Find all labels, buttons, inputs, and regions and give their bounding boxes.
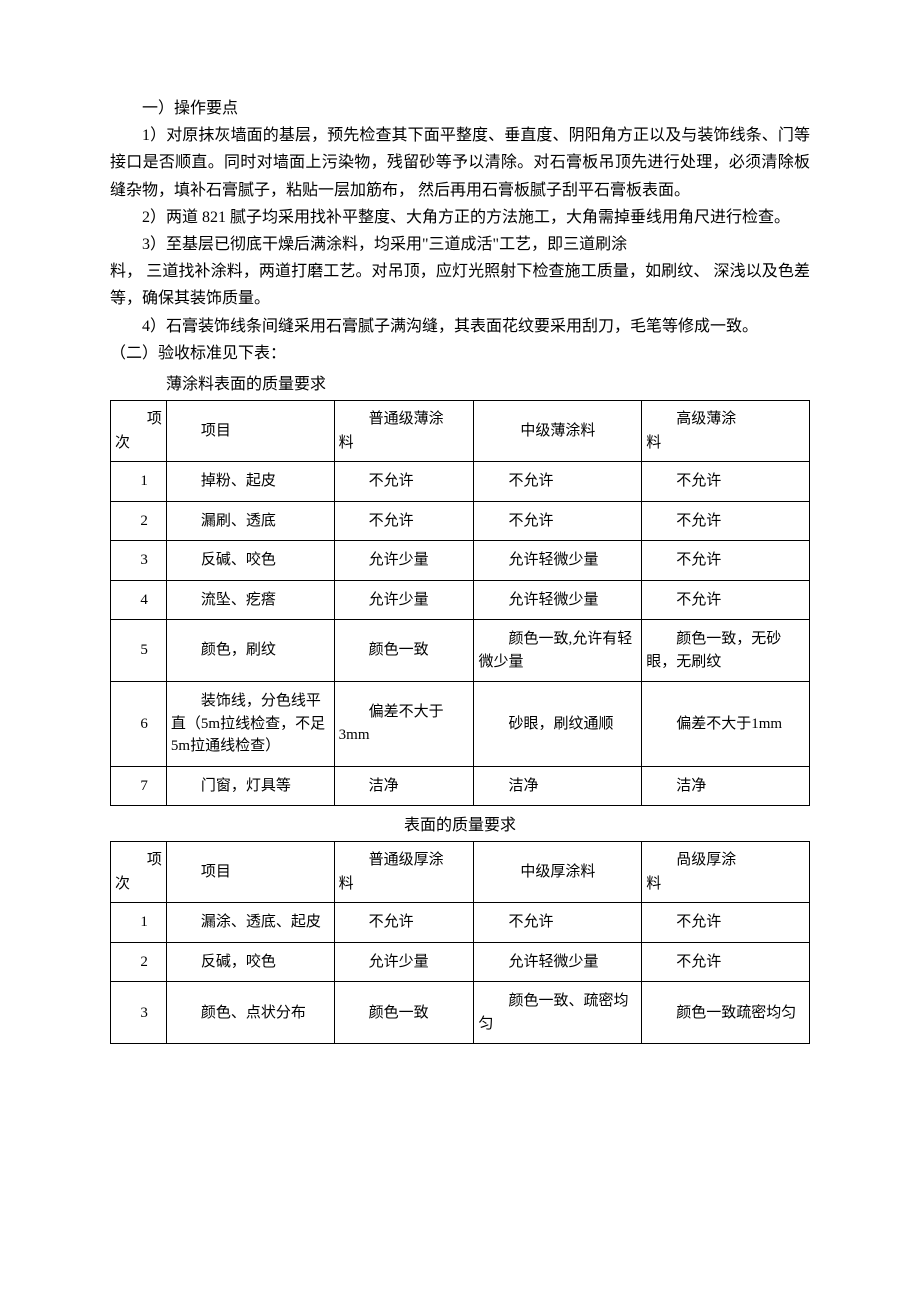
cell-normal: 允许少量 — [334, 580, 474, 620]
paragraph-2: 2）两道 821 腻子均采用找补平整度、大角方正的方法施工，大角需掉垂线用角尺进… — [110, 204, 810, 231]
table-row: 3颜色、点状分布颜色一致颜色一致、疏密均 匀颜色一致疏密均匀 — [111, 982, 810, 1044]
cell-normal: 颜色一致 — [334, 982, 474, 1044]
header-mid: 中级厚涂料 — [474, 842, 642, 903]
cell-mid: 不允许 — [474, 501, 642, 541]
cell-item: 掉粉、起皮 — [166, 462, 334, 502]
table-row: 2反碱，咬色允许少量允许轻微少量不允许 — [111, 942, 810, 982]
cell-mid: 颜色一致,允许有轻微少量 — [474, 620, 642, 682]
cell-mid: 允许轻微少量 — [474, 580, 642, 620]
cell-item: 颜色、点状分布 — [166, 982, 334, 1044]
cell-high: 偏差不大于1mm — [642, 682, 810, 767]
table1-title: 薄涂料表面的质量要求 — [110, 371, 810, 398]
cell-index: 1 — [111, 903, 167, 943]
header-index: 项次 — [111, 842, 167, 903]
cell-index: 3 — [111, 541, 167, 581]
cell-item: 装饰线，分色线平直（5m拉线检查，不足5m拉通线检查） — [166, 682, 334, 767]
cell-index: 7 — [111, 766, 167, 806]
paragraph-4: 4）石膏装饰线条间缝采用石膏腻子满沟缝，其表面花纹要采用刮刀，毛笔等修成一致。 — [110, 313, 810, 340]
cell-mid: 不允许 — [474, 462, 642, 502]
cell-normal: 不允许 — [334, 903, 474, 943]
cell-high: 颜色一致疏密均匀 — [642, 982, 810, 1044]
cell-mid: 不允许 — [474, 903, 642, 943]
header-index: 项次 — [111, 401, 167, 462]
table-thick-coating: 项次 项目 普通级厚涂料 中级厚涂料 咼级厚涂料 1漏涂、透底、起皮不允许不允许… — [110, 841, 810, 1044]
cell-item: 反碱、咬色 — [166, 541, 334, 581]
cell-item: 流坠、疙瘩 — [166, 580, 334, 620]
cell-index: 2 — [111, 501, 167, 541]
table-row: 6装饰线，分色线平直（5m拉线检查，不足5m拉通线检查）偏差不大于3mm砂眼，刷… — [111, 682, 810, 767]
cell-item: 反碱，咬色 — [166, 942, 334, 982]
cell-index: 5 — [111, 620, 167, 682]
cell-high: 不允许 — [642, 541, 810, 581]
cell-normal: 不允许 — [334, 501, 474, 541]
cell-index: 1 — [111, 462, 167, 502]
cell-mid: 允许轻微少量 — [474, 541, 642, 581]
cell-high: 颜色一致，无砂眼，无刷纹 — [642, 620, 810, 682]
cell-normal: 允许少量 — [334, 942, 474, 982]
cell-index: 6 — [111, 682, 167, 767]
table-row: 1掉粉、起皮不允许不允许不允许 — [111, 462, 810, 502]
cell-high: 不允许 — [642, 903, 810, 943]
cell-mid: 洁净 — [474, 766, 642, 806]
cell-index: 3 — [111, 982, 167, 1044]
table-header-row: 项次 项目 普通级薄涂料 中级薄涂料 高级薄涂料 — [111, 401, 810, 462]
section-heading-2: （二）验收标准见下表： — [110, 340, 810, 367]
cell-item: 门窗，灯具等 — [166, 766, 334, 806]
header-normal: 普通级厚涂料 — [334, 842, 474, 903]
cell-mid: 颜色一致、疏密均 匀 — [474, 982, 642, 1044]
table-thin-coating: 项次 项目 普通级薄涂料 中级薄涂料 高级薄涂料 1掉粉、起皮不允许不允许不允许… — [110, 400, 810, 806]
table-row: 4流坠、疙瘩允许少量允许轻微少量不允许 — [111, 580, 810, 620]
cell-normal: 洁净 — [334, 766, 474, 806]
cell-high: 不允许 — [642, 462, 810, 502]
cell-item: 漏刷、透底 — [166, 501, 334, 541]
header-high: 咼级厚涂料 — [642, 842, 810, 903]
cell-high: 不允许 — [642, 942, 810, 982]
table-row: 3反碱、咬色允许少量允许轻微少量不允许 — [111, 541, 810, 581]
section-heading-1: 一）操作要点 — [110, 95, 810, 122]
cell-normal: 不允许 — [334, 462, 474, 502]
cell-index: 4 — [111, 580, 167, 620]
cell-normal: 允许少量 — [334, 541, 474, 581]
cell-index: 2 — [111, 942, 167, 982]
table-row: 5颜色，刷纹颜色一致颜色一致,允许有轻微少量颜色一致，无砂眼，无刷纹 — [111, 620, 810, 682]
cell-normal: 偏差不大于3mm — [334, 682, 474, 767]
paragraph-1: 1）对原抹灰墙面的基层，预先检查其下面平整度、垂直度、阴阳角方正以及与装饰线条、… — [110, 122, 810, 204]
header-mid: 中级薄涂料 — [474, 401, 642, 462]
cell-mid: 砂眼，刷纹通顺 — [474, 682, 642, 767]
cell-mid: 允许轻微少量 — [474, 942, 642, 982]
header-item: 项目 — [166, 842, 334, 903]
cell-high: 洁净 — [642, 766, 810, 806]
cell-high: 不允许 — [642, 501, 810, 541]
cell-normal: 颜色一致 — [334, 620, 474, 682]
table-header-row: 项次 项目 普通级厚涂料 中级厚涂料 咼级厚涂料 — [111, 842, 810, 903]
table-row: 1漏涂、透底、起皮不允许不允许不允许 — [111, 903, 810, 943]
table-row: 7门窗，灯具等洁净洁净洁净 — [111, 766, 810, 806]
cell-item: 漏涂、透底、起皮 — [166, 903, 334, 943]
cell-high: 不允许 — [642, 580, 810, 620]
header-high: 高级薄涂料 — [642, 401, 810, 462]
table2-title: 表面的质量要求 — [110, 812, 810, 839]
table-row: 2漏刷、透底不允许不允许不允许 — [111, 501, 810, 541]
header-item: 项目 — [166, 401, 334, 462]
paragraph-3b: 料， 三道找补涂料，两道打磨工艺。对吊顶，应灯光照射下检查施工质量，如刷纹、 深… — [110, 258, 810, 312]
header-normal: 普通级薄涂料 — [334, 401, 474, 462]
cell-item: 颜色，刷纹 — [166, 620, 334, 682]
paragraph-3a: 3）至基层已彻底干燥后满涂料，均采用"三道成活"工艺，即三道刷涂 — [110, 231, 810, 258]
